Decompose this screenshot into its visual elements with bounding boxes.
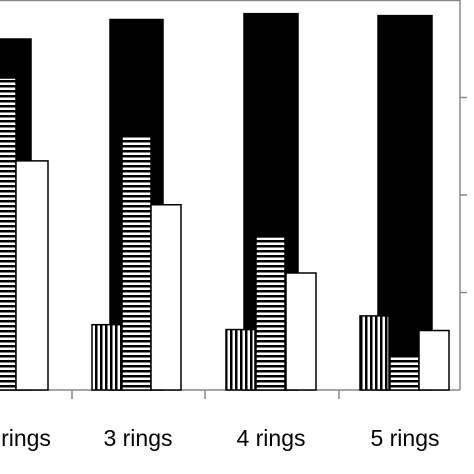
bar-vertical-stripes-4-rings xyxy=(225,328,256,391)
category-labels: rings 3 rings 4 rings 5 rings xyxy=(1,425,439,451)
bar-vertical-stripes-3-rings xyxy=(91,323,122,391)
bars-layer xyxy=(0,12,450,391)
x-tick-label: 3 rings xyxy=(103,425,172,451)
bar-white-4-rings xyxy=(285,272,317,391)
bar-horizontal-stripes-4-rings xyxy=(255,236,286,391)
bar-white-2-rings xyxy=(15,160,49,391)
bar-vertical-stripes-5-rings xyxy=(359,315,390,391)
x-tick-label: 5 rings xyxy=(370,425,439,451)
bar-white-3-rings xyxy=(150,204,182,391)
x-tick-label: 4 rings xyxy=(236,425,305,451)
ticks-layer xyxy=(71,96,467,399)
bar-horizontal-stripes-5-rings xyxy=(389,354,420,391)
x-tick-label: rings xyxy=(1,425,51,451)
bar-white-5-rings xyxy=(418,329,450,391)
bar-horizontal-stripes-2-rings xyxy=(0,77,17,391)
bar-horizontal-stripes-3-rings xyxy=(121,135,152,391)
